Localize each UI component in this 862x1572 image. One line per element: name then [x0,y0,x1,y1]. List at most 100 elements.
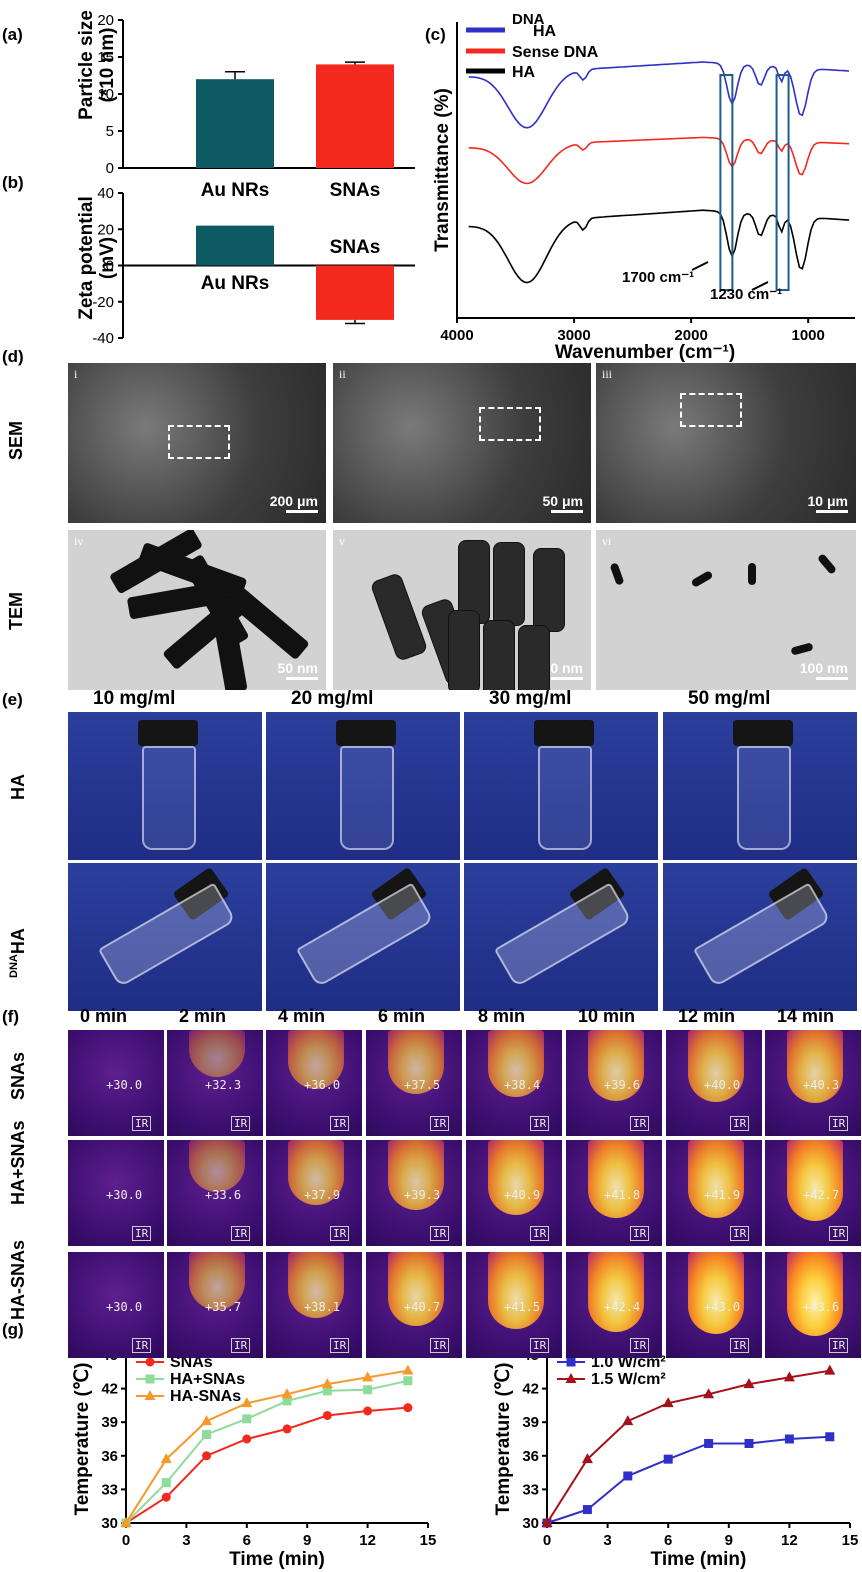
g-legend-marker [145,1357,155,1367]
thermal-image-2-2: +38.1 IR [266,1252,362,1358]
g-point [362,1371,374,1382]
g-point [282,1424,292,1434]
g-xlabel: Time (min) [229,1549,325,1570]
row-label-tem: TEM [6,592,26,630]
nanorod [369,572,429,662]
nanorod [483,620,515,690]
g-xtick-label: 3 [182,1532,190,1549]
time-label-2: 4 min [278,1006,326,1026]
thermal-image-0-3: +37.5 IR [366,1030,462,1136]
h-point [783,1371,795,1382]
time-label-5: 10 min [578,1006,636,1026]
scale-bar-line [286,510,318,513]
hot-spot [787,1140,843,1221]
b-ytick-label: 40 [97,185,114,202]
thermal-image-1-1: +33.6 IR [167,1140,263,1246]
hot-spot [288,1252,344,1319]
vial [538,746,592,850]
sub-label-vi: vi [602,534,612,548]
ir-badge: IR [330,1338,350,1353]
h-ytick-label: 39 [522,1414,539,1431]
nanorod [609,562,625,586]
g-point [241,1397,253,1408]
g-legend-label-1: HA+SNAs [170,1371,245,1388]
thermal-image-2-4: +41.5 IR [466,1252,562,1358]
h-xtick-label: 3 [603,1532,611,1549]
hot-spot [388,1140,444,1210]
hot-spot [488,1252,544,1329]
temp-readout-1-0: +30.0 [106,1188,143,1202]
g-ytick-label: 30 [101,1515,118,1532]
g-ytick-label: 36 [101,1448,118,1465]
c-annot-1230: 1230 cm⁻¹ [710,286,782,303]
ir-badge: IR [630,1338,650,1353]
panel-letter-f: (f) [2,1007,19,1026]
hot-spot [189,1252,245,1311]
h-xtick-label: 15 [842,1532,859,1549]
h-point [704,1438,714,1448]
g-point [363,1385,373,1395]
row-label-ha-snas: HA-SNAs [8,1239,28,1320]
thermal-image-1-6: +41.9 IR [666,1140,762,1246]
thermal-image-1-4: +40.9 IR [466,1140,562,1246]
h-xtick-label: 0 [543,1532,551,1549]
thermal-image-0-7: +40.3 IR [765,1030,861,1136]
g-point [161,1478,171,1488]
temp-readout-0-0: +30.0 [106,1078,143,1092]
scale-bar-iii: 10 μm [808,493,848,513]
h-point [663,1454,673,1464]
scale-bar-line [286,677,318,680]
ir-badge: IR [231,1226,251,1241]
micrograph-vi: vi 100 nm [596,530,856,690]
sub-label-iii: iii [602,367,613,381]
temp-readout-2-6: +43.0 [704,1300,741,1314]
temp-readout-1-1: +33.6 [205,1188,242,1202]
g-legend-marker [145,1374,155,1384]
scale-bar-iv: 50 nm [278,660,318,680]
time-label-7: 14 min [777,1006,835,1026]
micrograph-iv: iv 50 nm [68,530,326,690]
temp-readout-1-3: +39.3 [404,1188,441,1202]
h-ytick-label: 33 [522,1481,539,1498]
scale-bar-line [551,510,583,513]
vial-cap [733,720,793,746]
ir-badge: IR [430,1226,450,1241]
hot-spot [588,1030,644,1101]
zoom-box [680,393,742,427]
h-point [623,1471,633,1481]
vial [97,882,237,988]
c-xtick-label: 4000 [440,327,473,344]
g-ylabel: Temperature (℃) [72,1363,93,1516]
g-ytick-label: 39 [101,1414,118,1431]
vial [295,882,435,988]
g-legend-label-0: SNAs [170,1354,213,1371]
ir-badge: IR [630,1226,650,1241]
ir-badge: IR [430,1116,450,1131]
a-ytick-label: 15 [97,49,114,66]
h-point [825,1432,835,1442]
scale-bar-ii: 50 μm [543,493,583,513]
thermal-image-2-0: +30.0 IR [68,1252,164,1358]
h-ylabel: Temperature (℃) [493,1363,514,1516]
thermal-image-0-1: +32.3 IR [167,1030,263,1136]
h-series-line-1 [546,1369,830,1524]
c-xtick-label: 2000 [674,327,707,344]
g-point [161,1492,171,1502]
panel-letter-d: (d) [2,347,24,366]
sub-label-ii: ii [339,367,346,381]
vial-photo-1-2 [464,863,658,1011]
a-ytick-label: 5 [106,123,114,140]
c-box-1230 [775,74,790,291]
a-ytick-label: 10 [97,86,114,103]
nanorod [448,610,480,690]
ir-badge: IR [330,1116,350,1131]
hot-spot [787,1252,843,1336]
panel-letter-e: (e) [2,690,23,709]
nanorod [816,553,838,575]
g-point [202,1430,212,1440]
c-curve-ha [468,209,850,284]
g-point [403,1376,413,1386]
h-point [622,1415,634,1426]
row-label-ha: HA [8,774,28,800]
